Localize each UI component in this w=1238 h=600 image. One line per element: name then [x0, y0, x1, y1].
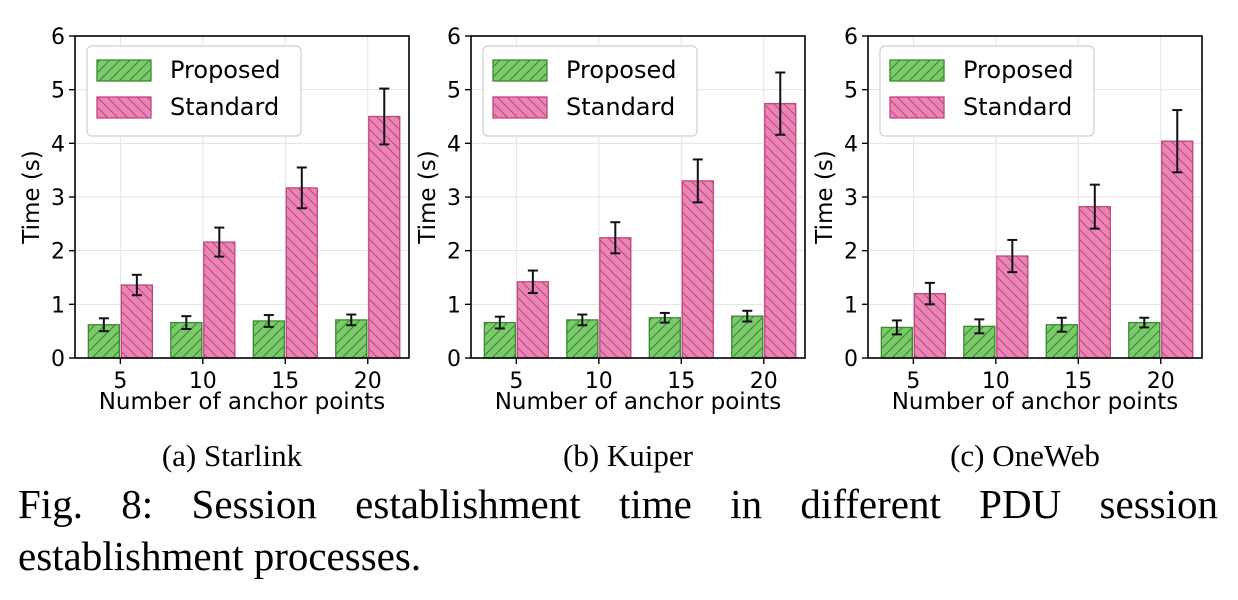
legend-label-proposed: Proposed: [566, 56, 677, 84]
bar-standard-10: [599, 237, 632, 359]
bar-standard-20: [368, 115, 401, 359]
x-tick-label: 10: [982, 369, 1010, 394]
bar-standard-10: [203, 241, 236, 359]
x-tick-label: 5: [509, 369, 523, 394]
legend: Proposed Standard: [482, 45, 698, 137]
legend: Proposed Standard: [86, 45, 302, 137]
y-tick-label: 4: [447, 132, 461, 157]
x-tick-label: 20: [354, 369, 382, 394]
x-axis-label: Number of anchor points: [495, 389, 782, 415]
y-tick-label: 5: [844, 79, 858, 104]
legend-swatch-proposed: [492, 59, 548, 82]
y-tick-label: 2: [51, 240, 65, 265]
legend-label-proposed: Proposed: [963, 56, 1074, 84]
y-tick-label: 6: [447, 25, 461, 50]
y-tick-label: 5: [447, 79, 461, 104]
legend-swatch-proposed: [889, 59, 945, 82]
y-tick-label: 4: [844, 132, 858, 157]
x-tick-label: 20: [1147, 369, 1175, 394]
x-tick-label: 5: [113, 369, 127, 394]
x-tick-label: 10: [189, 369, 217, 394]
x-axis-label: Number of anchor points: [99, 389, 386, 415]
y-tick-label: 1: [844, 293, 858, 318]
x-tick-label: 5: [906, 369, 920, 394]
y-axis-label: Time (s): [415, 150, 441, 245]
y-tick-label: 2: [447, 240, 461, 265]
legend-label-standard: Standard: [566, 93, 675, 121]
legend-swatch-standard: [96, 96, 152, 119]
y-tick-label: 6: [844, 25, 858, 50]
bar-standard-15: [1078, 206, 1111, 359]
panel-subtitle: (b) Kuiper: [563, 438, 694, 473]
figure-caption: Fig. 8: Session establishment time in di…: [18, 481, 1218, 579]
y-tick-label: 1: [51, 293, 65, 318]
y-tick-label: 1: [447, 293, 461, 318]
x-axis-label: Number of anchor points: [892, 389, 1179, 415]
x-tick-label: 15: [667, 369, 695, 394]
bar-standard-15: [681, 180, 714, 359]
bar-standard-20: [764, 102, 797, 359]
legend-swatch-standard: [889, 96, 945, 119]
legend-swatch-standard: [492, 96, 548, 119]
y-axis-label: Time (s): [812, 150, 838, 245]
bar-proposed-20: [1128, 321, 1161, 359]
x-tick-label: 10: [585, 369, 613, 394]
bar-standard-15: [285, 187, 318, 359]
legend-label-standard: Standard: [170, 93, 279, 121]
y-tick-label: 3: [51, 186, 65, 211]
bar-proposed-5: [880, 326, 914, 359]
y-tick-label: 4: [51, 132, 65, 157]
bar-proposed-15: [648, 317, 681, 359]
panel-subtitle: (a) Starlink: [162, 438, 303, 473]
legend-swatch-proposed: [96, 59, 152, 82]
legend-label-proposed: Proposed: [170, 56, 281, 84]
x-tick-label: 20: [750, 369, 778, 394]
y-tick-label: 3: [844, 186, 858, 211]
x-tick-label: 15: [271, 369, 299, 394]
y-tick-label: 6: [51, 25, 65, 50]
panel-subtitle: (c) OneWeb: [950, 438, 1100, 473]
y-tick-label: 2: [844, 240, 858, 265]
legend-label-standard: Standard: [963, 93, 1072, 121]
y-tick-label: 0: [51, 347, 65, 372]
y-tick-label: 3: [447, 186, 461, 211]
y-tick-label: 5: [51, 79, 65, 104]
x-tick-label: 15: [1064, 369, 1092, 394]
y-tick-label: 0: [447, 347, 461, 372]
y-axis-label: Time (s): [19, 150, 45, 245]
bar-proposed-20: [335, 319, 368, 359]
legend: Proposed Standard: [879, 45, 1095, 137]
bar-standard-20: [1161, 140, 1194, 359]
y-tick-label: 0: [844, 347, 858, 372]
